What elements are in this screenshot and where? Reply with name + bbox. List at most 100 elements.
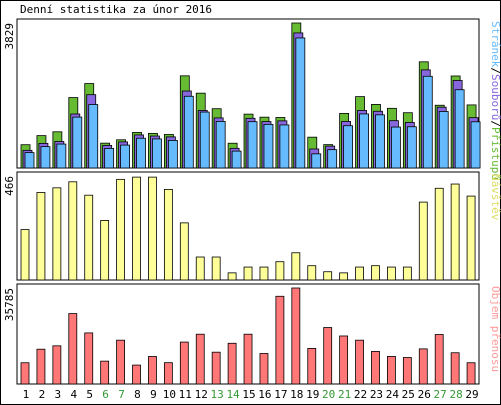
x-tick-label-29: 29 — [465, 388, 478, 401]
bar-visits-8 — [132, 176, 141, 281]
bar-Stránek-8 — [136, 137, 146, 169]
bar-kbytes-7 — [116, 339, 125, 385]
legend-part: / — [489, 67, 501, 74]
bar-kbytes-6 — [100, 360, 110, 385]
bar-kbytes-20 — [323, 327, 333, 385]
bar-kbytes-23 — [371, 351, 380, 385]
x-tick-label-12: 12 — [195, 388, 208, 401]
bar-Stránek-15 — [247, 121, 258, 169]
bar-visits-27 — [434, 187, 444, 281]
bar-Stránek-2 — [40, 146, 51, 169]
bar-visits-29 — [466, 195, 476, 281]
bar-visits-5 — [84, 194, 94, 281]
bar-Stránek-11 — [183, 95, 194, 169]
bar-Stránek-25 — [406, 126, 417, 169]
bar-Stránek-5 — [88, 104, 99, 169]
bar-kbytes-10 — [163, 362, 173, 385]
bar-Stránek-27 — [438, 111, 449, 169]
bar-visits-14 — [227, 272, 237, 281]
bar-Stránek-7 — [120, 144, 130, 169]
bar-Stránek-29 — [470, 121, 481, 169]
x-tick-label-14: 14 — [226, 388, 240, 401]
bar-visits-28 — [450, 183, 460, 281]
bar-Stránek-4 — [72, 116, 83, 169]
x-tick-label-25: 25 — [402, 388, 415, 401]
legend-kbytes: Objem přenosu — [489, 286, 501, 372]
bar-Stránek-28 — [454, 89, 465, 169]
bar-visits-21 — [339, 272, 349, 281]
bar-kbytes-4 — [68, 313, 78, 385]
x-tick-label-21: 21 — [338, 388, 351, 401]
x-tick-label-27: 27 — [434, 388, 447, 401]
bar-kbytes-15 — [243, 333, 253, 385]
x-tick-label-28: 28 — [449, 388, 462, 401]
bar-kbytes-24 — [387, 356, 396, 385]
legend-part: / — [489, 120, 501, 127]
x-tick-label-2: 2 — [39, 388, 46, 401]
bar-kbytes-27 — [434, 334, 444, 385]
x-tick-label-4: 4 — [70, 388, 77, 401]
bar-visits-15 — [243, 266, 253, 281]
bar-Stránek-24 — [391, 126, 401, 169]
bar-kbytes-21 — [339, 335, 349, 385]
legend-hits_files_pages: Stránek/Souborů/Přístupů — [489, 21, 501, 180]
bar-kbytes-11 — [179, 341, 189, 385]
bar-visits-20 — [323, 271, 333, 281]
bar-Stránek-1 — [24, 152, 35, 169]
x-tick-label-3: 3 — [55, 388, 62, 401]
bar-Stránek-16 — [263, 123, 274, 169]
bar-Stránek-9 — [152, 138, 162, 169]
bar-visits-23 — [371, 265, 380, 281]
bar-Stránek-18 — [295, 37, 306, 169]
bar-visits-6 — [100, 220, 110, 281]
bar-Stránek-14 — [231, 150, 242, 169]
legend-visits: Návštěv — [489, 174, 501, 221]
bar-visits-4 — [68, 181, 78, 281]
bar-Stránek-10 — [167, 140, 178, 169]
x-tick-label-22: 22 — [354, 388, 367, 401]
bar-kbytes-18 — [291, 287, 301, 385]
x-tick-label-1: 1 — [23, 388, 30, 401]
x-tick-label-7: 7 — [118, 388, 125, 401]
bar-Stránek-26 — [422, 75, 433, 169]
chart-title: Denní statistika za únor 2016 — [20, 3, 213, 16]
x-tick-label-17: 17 — [274, 388, 287, 401]
bar-Stránek-13 — [215, 121, 226, 169]
bar-visits-26 — [418, 201, 428, 281]
bar-kbytes-26 — [418, 348, 428, 385]
bar-kbytes-9 — [148, 356, 157, 385]
y-max-label-hits_files_pages: 3829 — [3, 23, 16, 50]
bar-visits-22 — [355, 266, 364, 281]
bar-kbytes-8 — [132, 364, 141, 385]
bar-Stránek-19 — [311, 153, 322, 169]
bar-visits-17 — [275, 261, 285, 281]
x-tick-label-10: 10 — [163, 388, 176, 401]
bar-visits-25 — [402, 266, 412, 281]
bar-kbytes-29 — [466, 362, 476, 385]
bar-visits-10 — [163, 188, 173, 281]
bar-kbytes-3 — [52, 345, 62, 385]
bar-Stránek-22 — [359, 113, 369, 169]
legend-part: Návštěv — [489, 174, 501, 221]
bar-Stránek-23 — [375, 114, 385, 169]
x-tick-label-13: 13 — [211, 388, 224, 401]
y-max-label-visits: 466 — [3, 176, 16, 196]
bar-kbytes-2 — [36, 348, 46, 385]
legend-part: Objem přenosu — [489, 286, 501, 372]
bar-kbytes-19 — [307, 348, 317, 385]
bar-visits-24 — [387, 266, 396, 281]
bar-kbytes-25 — [402, 357, 412, 385]
bar-kbytes-1 — [20, 362, 30, 385]
bar-visits-13 — [211, 256, 221, 281]
bar-visits-2 — [36, 192, 46, 281]
bar-visits-9 — [148, 176, 157, 281]
bar-visits-18 — [291, 252, 301, 281]
bar-Stránek-21 — [343, 125, 354, 169]
x-tick-label-15: 15 — [242, 388, 255, 401]
bar-visits-1 — [20, 229, 30, 281]
x-tick-label-26: 26 — [418, 388, 431, 401]
bar-kbytes-22 — [355, 339, 364, 385]
bar-kbytes-5 — [84, 332, 94, 385]
x-tick-label-19: 19 — [306, 388, 319, 401]
